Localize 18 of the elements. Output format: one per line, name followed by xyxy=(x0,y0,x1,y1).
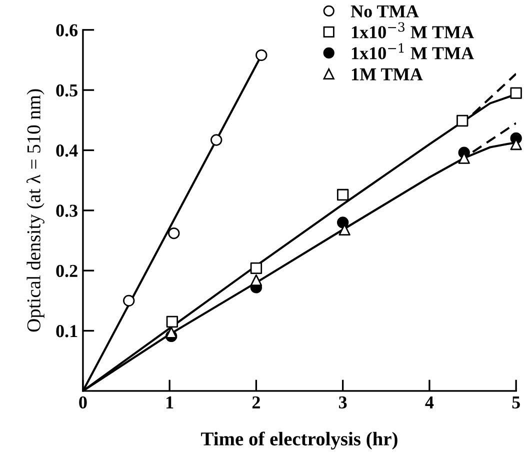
y-tick-label: 0.5 xyxy=(56,84,78,97)
y-axis-title: Optical density (at λ = 510 nm) xyxy=(26,89,44,332)
legend-label: 1x10$^{−3}$ M TMA xyxy=(352,22,474,38)
x-tick-label: 0 xyxy=(79,396,87,409)
x-tick-label: 5 xyxy=(512,396,520,409)
y-tick-label: 0.2 xyxy=(56,264,78,278)
y-tick-label: 0.1 xyxy=(56,325,78,338)
legend-label: 1M TMA xyxy=(352,68,423,80)
y-tick-label: 0.4 xyxy=(56,144,78,157)
x-tick-label: 4 xyxy=(425,396,434,408)
legend-label: No TMA xyxy=(350,5,419,18)
x-tick-label: 3 xyxy=(338,396,347,409)
y-tick-label: 0.3 xyxy=(56,204,78,217)
x-axis-title: Time of electrolysis (hr) xyxy=(201,432,398,450)
x-tick-label: 1 xyxy=(166,396,174,408)
x-tick-label: 2 xyxy=(252,396,260,408)
legend-label: 1x10$^{−1}$ M TMA xyxy=(352,43,474,60)
y-tick-label: 0.6 xyxy=(56,24,78,36)
